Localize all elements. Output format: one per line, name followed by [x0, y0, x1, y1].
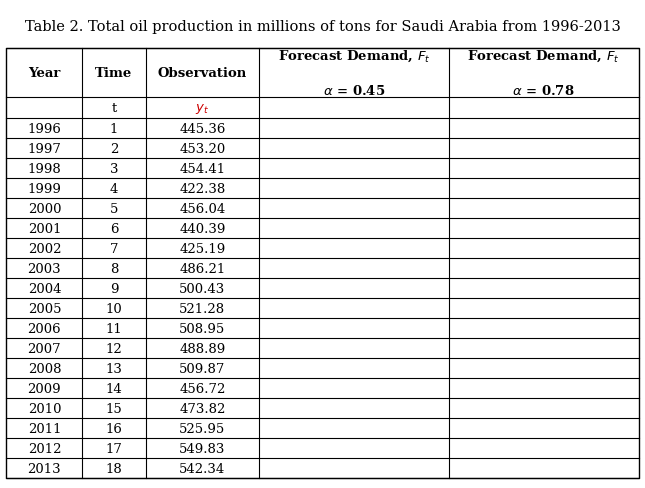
Text: 525.95: 525.95 — [179, 422, 226, 435]
Text: 17: 17 — [106, 442, 123, 455]
Text: 2001: 2001 — [28, 222, 61, 235]
Text: 456.04: 456.04 — [179, 202, 226, 215]
Text: 456.72: 456.72 — [179, 382, 226, 395]
Text: 2009: 2009 — [28, 382, 61, 395]
Text: 5: 5 — [110, 202, 118, 215]
Text: 1998: 1998 — [28, 162, 61, 175]
Text: 2011: 2011 — [28, 422, 61, 435]
Text: 422.38: 422.38 — [179, 182, 226, 195]
Text: 473.82: 473.82 — [179, 402, 226, 415]
Text: 1996: 1996 — [28, 122, 61, 135]
Text: $\alpha$ = 0.45: $\alpha$ = 0.45 — [323, 84, 385, 98]
Text: 2006: 2006 — [28, 322, 61, 335]
Text: 1997: 1997 — [28, 142, 61, 155]
Text: 425.19: 425.19 — [179, 242, 226, 255]
Text: 500.43: 500.43 — [179, 282, 226, 295]
Text: 16: 16 — [106, 422, 123, 435]
Text: Table 2. Total oil production in millions of tons for Saudi Arabia from 1996-201: Table 2. Total oil production in million… — [25, 20, 620, 34]
Text: 454.41: 454.41 — [179, 162, 226, 175]
Text: 488.89: 488.89 — [179, 342, 226, 355]
Text: 486.21: 486.21 — [179, 262, 226, 275]
Text: 14: 14 — [106, 382, 123, 395]
Text: 2004: 2004 — [28, 282, 61, 295]
Text: Forecast Demand, $F_t$: Forecast Demand, $F_t$ — [278, 49, 430, 64]
Text: Time: Time — [95, 67, 132, 80]
Text: 453.20: 453.20 — [179, 142, 226, 155]
Text: 1999: 1999 — [28, 182, 61, 195]
Text: 13: 13 — [106, 362, 123, 375]
Text: 542.34: 542.34 — [179, 462, 226, 475]
Text: 3: 3 — [110, 162, 118, 175]
Text: 18: 18 — [106, 462, 123, 475]
Text: 2: 2 — [110, 142, 118, 155]
Text: t: t — [112, 102, 117, 115]
Text: 8: 8 — [110, 262, 118, 275]
Text: 2000: 2000 — [28, 202, 61, 215]
Text: 445.36: 445.36 — [179, 122, 226, 135]
Text: Year: Year — [28, 67, 61, 80]
Text: 521.28: 521.28 — [179, 302, 226, 315]
Text: Observation: Observation — [158, 67, 247, 80]
Text: 2007: 2007 — [28, 342, 61, 355]
Text: 440.39: 440.39 — [179, 222, 226, 235]
Text: 2002: 2002 — [28, 242, 61, 255]
Text: 2012: 2012 — [28, 442, 61, 455]
Text: 4: 4 — [110, 182, 118, 195]
Text: 549.83: 549.83 — [179, 442, 226, 455]
Text: 10: 10 — [106, 302, 123, 315]
Text: 2010: 2010 — [28, 402, 61, 415]
Text: 509.87: 509.87 — [179, 362, 226, 375]
Text: $\alpha$ = 0.78: $\alpha$ = 0.78 — [513, 84, 575, 98]
Text: 2003: 2003 — [28, 262, 61, 275]
Text: 1: 1 — [110, 122, 118, 135]
Text: 9: 9 — [110, 282, 118, 295]
Text: $y_t$: $y_t$ — [195, 102, 210, 116]
Text: 6: 6 — [110, 222, 118, 235]
Text: 2005: 2005 — [28, 302, 61, 315]
Text: 12: 12 — [106, 342, 123, 355]
Text: 7: 7 — [110, 242, 118, 255]
Text: 2013: 2013 — [28, 462, 61, 475]
Text: 508.95: 508.95 — [179, 322, 226, 335]
Text: Forecast Demand, $F_t$: Forecast Demand, $F_t$ — [468, 49, 620, 64]
Text: 15: 15 — [106, 402, 123, 415]
Text: 2008: 2008 — [28, 362, 61, 375]
Text: 11: 11 — [106, 322, 123, 335]
